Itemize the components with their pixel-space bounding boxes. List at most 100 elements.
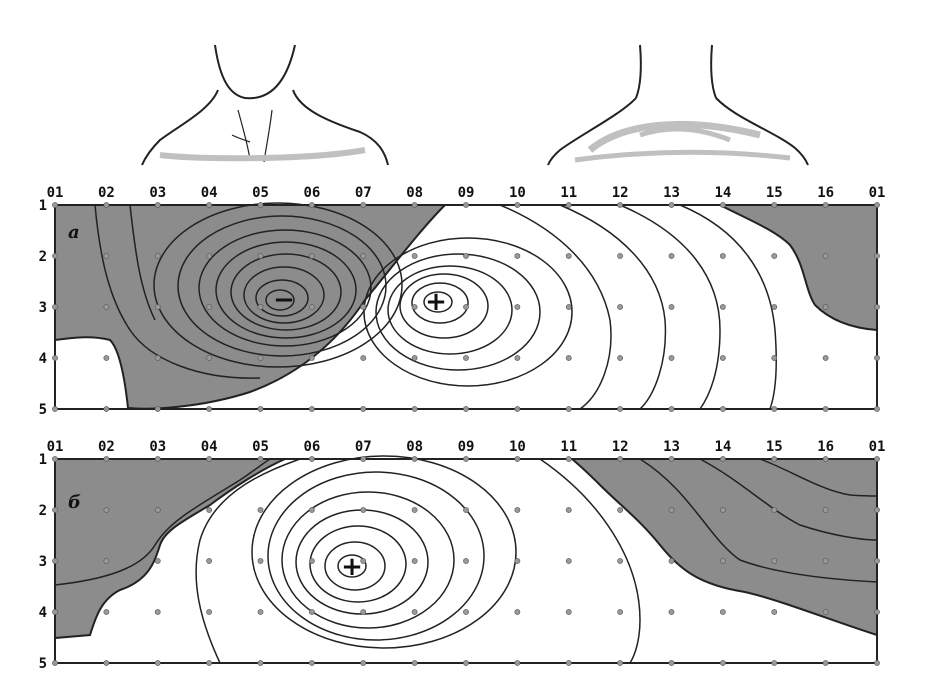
- electrode-dot: [617, 253, 624, 259]
- row-label: 3: [39, 554, 47, 570]
- electrode-dot: [103, 202, 110, 208]
- electrode-dot: [719, 253, 726, 259]
- electrode-dot: [771, 660, 778, 666]
- electrode-dot: [52, 558, 58, 564]
- column-label: 14: [714, 439, 731, 455]
- panel-a-positive-contours: [363, 204, 777, 410]
- electrode-dot: [565, 253, 572, 259]
- column-label: 16: [817, 185, 834, 201]
- electrode-dot: [565, 202, 572, 208]
- panel-a-electrode-grid: [52, 202, 880, 412]
- electrode-dot: [257, 660, 264, 666]
- electrode-dot: [206, 507, 213, 513]
- electrode-dot: [52, 507, 58, 513]
- electrode-dot: [206, 660, 213, 666]
- electrode-dot: [411, 660, 418, 666]
- electrode-dot: [822, 507, 829, 513]
- electrode-dot: [257, 253, 264, 259]
- electrode-dot: [463, 558, 469, 564]
- electrode-dot: [719, 355, 726, 361]
- electrode-dot: [308, 304, 315, 310]
- electrode-dot: [514, 609, 521, 615]
- electrode-dot: [874, 558, 880, 564]
- electrode-dot: [668, 660, 675, 666]
- electrode-dot: [206, 355, 213, 361]
- panel-a-column-labels: 01 02 03 04 05 06 07 08 09 10 11 12 13 14 15 16 01: [47, 185, 886, 201]
- electrode-dot: [822, 558, 829, 564]
- electrode-dot: [514, 558, 521, 564]
- row-label: 1: [39, 198, 47, 214]
- electrode-dot: [514, 507, 521, 513]
- electrode-dot: [154, 660, 161, 666]
- electrode-dot: [565, 558, 572, 564]
- electrode-dot: [411, 202, 418, 208]
- column-label: 09: [458, 185, 475, 201]
- electrode-dot: [874, 406, 880, 412]
- electrode-dot: [617, 456, 624, 462]
- electrode-dot: [411, 304, 418, 310]
- electrode-dot: [719, 660, 726, 666]
- electrode-dot: [463, 355, 469, 361]
- electrode-dot: [668, 406, 675, 412]
- electrode-dot: [514, 253, 521, 259]
- electrode-dot: [565, 304, 572, 310]
- electrode-dot: [514, 355, 521, 361]
- row-label: 5: [39, 402, 47, 418]
- electrode-dot: [257, 507, 264, 513]
- column-label: 15: [766, 439, 783, 455]
- electrode-dot: [874, 609, 880, 615]
- electrode-dot: [463, 660, 469, 666]
- electrode-dot: [154, 406, 161, 412]
- electrode-dot: [771, 609, 778, 615]
- electrode-dot: [308, 660, 315, 666]
- electrode-dot: [411, 253, 418, 259]
- electrode-dot: [52, 609, 58, 615]
- electrode-dot: [565, 355, 572, 361]
- electrode-dot: [617, 406, 624, 412]
- column-label: 01: [869, 439, 886, 455]
- torso-back-illustration: [547, 44, 809, 166]
- electrode-dot: [565, 507, 572, 513]
- electrode-dot: [52, 202, 58, 208]
- electrode-dot: [308, 253, 315, 259]
- electrode-dot: [668, 558, 675, 564]
- electrode-dot: [617, 660, 624, 666]
- electrode-dot: [565, 406, 572, 412]
- electrode-dot: [154, 202, 161, 208]
- electrode-dot: [308, 507, 315, 513]
- electrode-dot: [308, 202, 315, 208]
- map-panel-a: + − а 01 02 03 04 05 06 07 08 09 10 11 12 13 14 15 16 01…: [39, 185, 886, 418]
- electrode-dot: [822, 202, 829, 208]
- panel-b-row-labels: 1 2 3 4 5: [39, 452, 47, 672]
- electrode-dot: [360, 304, 367, 310]
- column-label: 07: [355, 439, 372, 455]
- electrode-dot: [154, 253, 161, 259]
- electrode-dot: [154, 558, 161, 564]
- electrode-dot: [463, 456, 469, 462]
- electrode-dot: [257, 456, 264, 462]
- electrode-dot: [617, 202, 624, 208]
- electrode-dot: [257, 202, 264, 208]
- electrode-dot: [719, 406, 726, 412]
- electrode-dot: [154, 304, 161, 310]
- electrode-dot: [771, 304, 778, 310]
- electrode-dot: [565, 609, 572, 615]
- column-label: 15: [766, 185, 783, 201]
- electrode-dot: [206, 558, 213, 564]
- electrode-dot: [617, 355, 624, 361]
- electrode-dot: [514, 406, 521, 412]
- electrode-dot: [463, 609, 469, 615]
- electrode-dot: [206, 304, 213, 310]
- electrode-dot: [617, 558, 624, 564]
- panel-a-negative-contours: [94, 202, 403, 379]
- electrode-dot: [874, 355, 880, 361]
- electrode-dot: [103, 660, 110, 666]
- electrode-dot: [308, 406, 315, 412]
- electrode-dot: [668, 609, 675, 615]
- electrode-dot: [154, 456, 161, 462]
- electrode-dot: [822, 609, 829, 615]
- electrode-dot: [103, 507, 110, 513]
- electrode-dot: [52, 355, 58, 361]
- electrode-dot: [617, 609, 624, 615]
- electrode-dot: [668, 304, 675, 310]
